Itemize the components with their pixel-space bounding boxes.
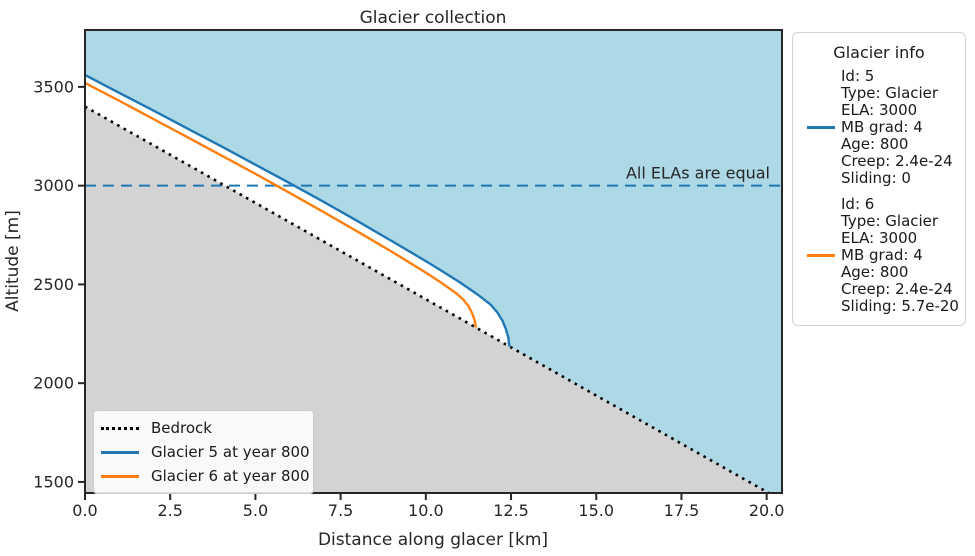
legend-item-bedrock: Bedrock [101, 416, 307, 440]
info-panel-title: Glacier info [833, 43, 925, 62]
x-tick-label: 7.5 [328, 501, 353, 520]
ground-fill [85, 106, 769, 493]
info-line-type: Type: Glacier [841, 84, 939, 102]
info-line-id: Id: 6 [841, 195, 875, 213]
info-entry-glacier5: Id: 5 Type: Glacier ELA: 3000 MB grad: 4… [803, 68, 955, 187]
glacier5-marker-line [807, 126, 835, 129]
y-axis-label: Altitude [m] [3, 210, 23, 312]
x-tick-label: 12.5 [493, 501, 529, 520]
info-line-creep: Creep: 2.4e-24 [841, 152, 953, 170]
x-tick-label: 10.0 [408, 501, 444, 520]
y-tick-label: 3000 [33, 176, 74, 195]
x-tick-label: 0.0 [72, 501, 97, 520]
info-line-creep: Creep: 2.4e-24 [841, 280, 953, 298]
legend-label: Glacier 6 at year 800 [151, 467, 310, 485]
legend-label: Bedrock [151, 419, 212, 437]
x-tick-label: 15.0 [578, 501, 614, 520]
axes-spines [84, 29, 783, 494]
x-tick-label: 2.5 [157, 501, 182, 520]
y-tick-label: 2000 [33, 374, 74, 393]
legend-item-glacier6: Glacier 6 at year 800 [101, 464, 310, 488]
info-line-mbgrad: MB grad: 4 [841, 246, 923, 264]
x-tick-label: 17.5 [664, 501, 700, 520]
x-tick-label: 5.0 [243, 501, 268, 520]
ela-annotation: All ELAs are equal [626, 164, 770, 183]
info-line-age: Age: 800 [841, 263, 909, 281]
x-tick-label: 20.0 [749, 501, 785, 520]
glacier6-marker-line [807, 254, 835, 257]
info-line-sliding: Sliding: 5.7e-20 [841, 297, 959, 315]
chart-title: Glacier collection [360, 8, 507, 28]
y-tick-label: 3500 [33, 77, 74, 96]
info-entry-glacier6: Id: 6 Type: Glacier ELA: 3000 MB grad: 4… [803, 195, 959, 315]
legend: Bedrock Glacier 5 at year 800 Glacier 6 … [93, 410, 314, 494]
info-line-ela: ELA: 3000 [841, 101, 918, 119]
info-line-type: Type: Glacier [841, 212, 939, 230]
bedrock-line [85, 105, 772, 493]
glacier6-line [85, 81, 478, 328]
legend-label: Glacier 5 at year 800 [151, 443, 310, 461]
glacier-info-panel: Glacier info Id: 5 Type: Glacier ELA: 30… [792, 32, 966, 326]
info-line-id: Id: 5 [841, 67, 875, 85]
info-line-age: Age: 800 [841, 135, 909, 153]
legend-item-glacier5: Glacier 5 at year 800 [101, 440, 310, 464]
y-axis-ticks: 1500 2000 2500 3000 3500 [33, 77, 85, 491]
bedrock-line-swatch [101, 426, 139, 430]
sky-fill [85, 30, 782, 493]
glacier5-line [85, 73, 511, 347]
glacier5-line-swatch [101, 450, 139, 454]
info-line-sliding: Sliding: 0 [841, 169, 911, 187]
y-tick-label: 1500 [33, 472, 74, 491]
x-axis-label: Distance along glacer [km] [318, 530, 548, 550]
info-line-mbgrad: MB grad: 4 [841, 118, 923, 136]
y-tick-label: 2500 [33, 275, 74, 294]
glacier6-line-swatch [101, 474, 139, 478]
x-axis-ticks: 0.0 2.5 5.0 7.5 10.0 12.5 15.0 17.5 20.0 [72, 493, 784, 520]
info-line-ela: ELA: 3000 [841, 229, 918, 247]
